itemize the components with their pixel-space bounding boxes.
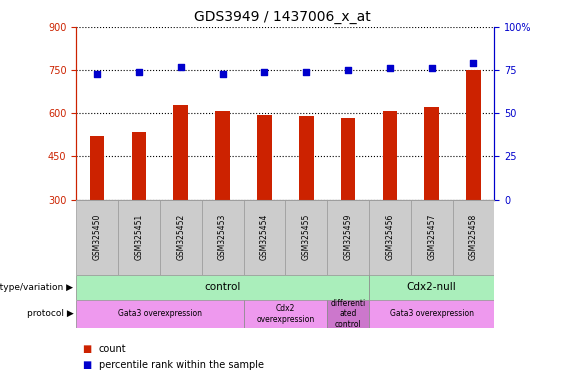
Point bbox=[469, 60, 478, 66]
Bar bbox=[244, 200, 285, 275]
Bar bbox=[466, 70, 481, 286]
Bar bbox=[76, 300, 244, 328]
Text: genotype/variation ▶: genotype/variation ▶ bbox=[0, 283, 73, 291]
Text: GSM325451: GSM325451 bbox=[134, 214, 144, 260]
Text: GSM325455: GSM325455 bbox=[302, 214, 311, 260]
Bar bbox=[160, 200, 202, 275]
Text: differenti
ated
control: differenti ated control bbox=[331, 299, 366, 329]
Text: GSM325450: GSM325450 bbox=[93, 214, 102, 260]
Point bbox=[344, 67, 353, 73]
Text: protocol ▶: protocol ▶ bbox=[27, 310, 73, 318]
Bar bbox=[369, 275, 494, 300]
Bar bbox=[299, 116, 314, 286]
Point bbox=[218, 71, 227, 77]
Bar bbox=[424, 107, 439, 286]
Point bbox=[385, 65, 394, 71]
Bar bbox=[76, 275, 369, 300]
Bar bbox=[285, 200, 327, 275]
Text: ■: ■ bbox=[82, 344, 91, 354]
Point bbox=[302, 69, 311, 75]
Bar bbox=[383, 111, 397, 286]
Text: Cdx2-null: Cdx2-null bbox=[407, 282, 457, 292]
Bar bbox=[453, 200, 494, 275]
Text: GSM325456: GSM325456 bbox=[385, 214, 394, 260]
Bar bbox=[118, 200, 160, 275]
Bar bbox=[341, 118, 355, 286]
Text: GSM325458: GSM325458 bbox=[469, 214, 478, 260]
Bar bbox=[215, 111, 230, 286]
Text: percentile rank within the sample: percentile rank within the sample bbox=[99, 360, 264, 370]
Text: Gata3 overexpression: Gata3 overexpression bbox=[118, 310, 202, 318]
Bar bbox=[132, 132, 146, 286]
Text: GSM325454: GSM325454 bbox=[260, 214, 269, 260]
Text: Cdx2
overexpression: Cdx2 overexpression bbox=[256, 304, 315, 324]
Text: ■: ■ bbox=[82, 360, 91, 370]
Bar bbox=[257, 115, 272, 286]
Text: Gata3 overexpression: Gata3 overexpression bbox=[390, 310, 473, 318]
Bar bbox=[76, 200, 118, 275]
Bar bbox=[327, 200, 369, 275]
Bar bbox=[411, 200, 453, 275]
Bar bbox=[173, 104, 188, 286]
Point bbox=[93, 71, 102, 77]
Bar bbox=[90, 136, 105, 286]
Text: GSM325457: GSM325457 bbox=[427, 214, 436, 260]
Bar bbox=[327, 300, 369, 328]
Bar bbox=[369, 200, 411, 275]
Bar bbox=[202, 200, 244, 275]
Text: GSM325453: GSM325453 bbox=[218, 214, 227, 260]
Text: GSM325452: GSM325452 bbox=[176, 214, 185, 260]
Point bbox=[134, 69, 144, 75]
Bar bbox=[244, 300, 327, 328]
Text: GSM325459: GSM325459 bbox=[344, 214, 353, 260]
Bar bbox=[369, 300, 494, 328]
Point bbox=[260, 69, 269, 75]
Text: count: count bbox=[99, 344, 127, 354]
Point bbox=[427, 65, 436, 71]
Point bbox=[176, 64, 185, 70]
Text: GDS3949 / 1437006_x_at: GDS3949 / 1437006_x_at bbox=[194, 10, 371, 23]
Text: control: control bbox=[205, 282, 241, 292]
